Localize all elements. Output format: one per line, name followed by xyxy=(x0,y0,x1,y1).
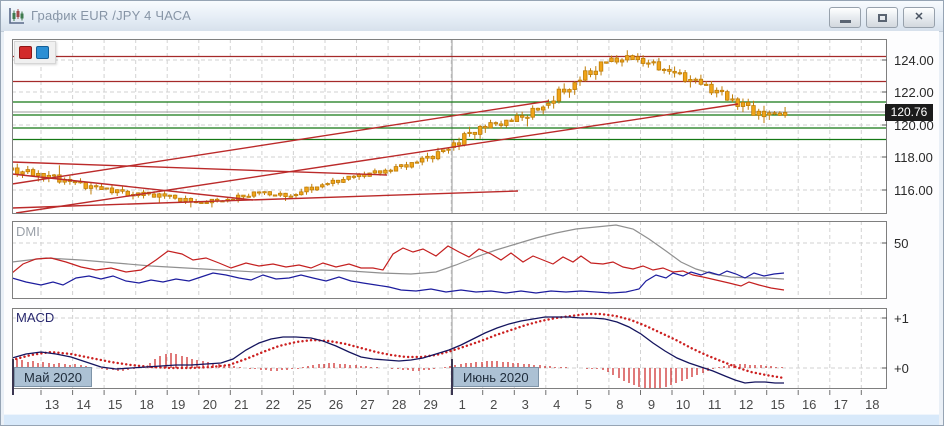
date-axis-label: 25 xyxy=(297,397,312,412)
date-axis-label: 17 xyxy=(833,397,849,412)
current-price-badge: 120.76 xyxy=(885,104,933,121)
price-chart-panel[interactable] xyxy=(12,39,887,214)
blue-series-button[interactable] xyxy=(36,46,49,59)
date-axis-label: 28 xyxy=(391,397,407,412)
date-axis-label: 11 xyxy=(707,397,722,412)
macd-panel[interactable] xyxy=(12,308,887,389)
dmi-label: DMI xyxy=(16,224,40,239)
dmi-panel[interactable] xyxy=(12,221,887,299)
month-badge-may: Май 2020 xyxy=(14,367,92,387)
date-axis: 13 14 15 18 19 20 21 22 25 26 27 28 29 1 2 3 4 5 8 9 10 11 12 1… xyxy=(1,397,943,413)
horizontal-scrollbar[interactable] xyxy=(4,414,939,425)
dmi-axis-label: 50 xyxy=(894,236,909,251)
date-axis-label: 16 xyxy=(801,397,817,412)
date-axis-label: 19 xyxy=(170,397,186,412)
window-title: График EUR /JPY 4 ЧАСА xyxy=(31,8,191,23)
date-axis-label: 13 xyxy=(44,397,60,412)
title-bar[interactable]: График EUR /JPY 4 ЧАСА ✕ xyxy=(1,1,943,32)
june-separator-accent xyxy=(451,359,453,395)
date-axis-label: 21 xyxy=(234,397,249,412)
close-icon: ✕ xyxy=(914,11,924,23)
date-axis-label: 15 xyxy=(107,397,123,412)
close-button[interactable]: ✕ xyxy=(903,7,935,28)
date-axis-label: 20 xyxy=(202,397,218,412)
date-axis-label: 29 xyxy=(423,397,438,412)
month-badge-june: Июнь 2020 xyxy=(453,367,539,387)
price-axis-label: 124.00 xyxy=(894,53,934,68)
date-axis-label: 26 xyxy=(328,397,344,412)
date-axis-label: 15 xyxy=(770,397,785,412)
restore-icon xyxy=(877,13,887,22)
date-axis-label: 22 xyxy=(265,397,281,412)
x-axis-ticks xyxy=(40,390,862,395)
may-separator-accent xyxy=(12,359,14,395)
date-axis-label: 8 xyxy=(616,397,624,412)
series-toggle-toolbar xyxy=(14,41,56,64)
date-axis-label: 10 xyxy=(675,397,691,412)
date-axis-label: 27 xyxy=(360,397,375,412)
candlestick-chart-icon xyxy=(9,8,24,24)
date-axis-label: 4 xyxy=(553,397,561,412)
date-axis-label: 5 xyxy=(584,397,593,412)
date-axis-label: 3 xyxy=(521,397,529,412)
date-axis-label: 18 xyxy=(865,397,880,412)
minimize-icon xyxy=(839,19,851,23)
price-axis-label: 116.00 xyxy=(894,183,933,198)
date-axis-label: 1 xyxy=(458,397,466,412)
price-axis-label: 118.00 xyxy=(894,150,933,165)
macd-axis-label-zero: +0 xyxy=(894,361,909,376)
minimize-button[interactable] xyxy=(829,7,861,28)
restore-button[interactable] xyxy=(866,7,898,28)
date-axis-label: 2 xyxy=(490,397,498,412)
macd-label: MACD xyxy=(16,310,55,325)
date-axis-label: 9 xyxy=(647,397,656,412)
macd-axis-label-plus1: +1 xyxy=(894,311,909,326)
date-axis-label: 14 xyxy=(76,397,91,412)
date-axis-label: 12 xyxy=(738,397,754,412)
date-axis-label: 18 xyxy=(139,397,154,412)
price-axis-label: 120.00 xyxy=(894,118,934,133)
red-series-button[interactable] xyxy=(19,46,32,59)
price-axis-label: 122.00 xyxy=(894,85,934,100)
